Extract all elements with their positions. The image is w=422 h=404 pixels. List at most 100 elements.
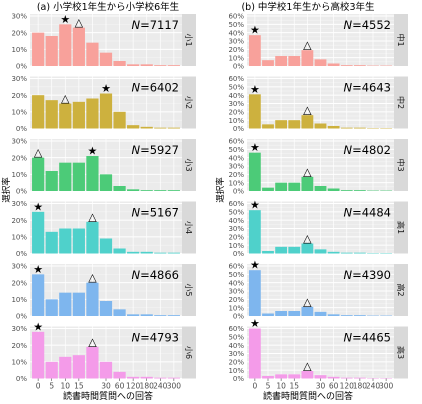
x-tick-label: 5 [49, 382, 54, 391]
star-marker: ★ [33, 263, 43, 276]
bar [127, 64, 140, 66]
bar [99, 93, 113, 129]
x-tick-label: 0 [252, 382, 257, 391]
triangle-marker: △ [303, 165, 312, 178]
star-marker: ★ [33, 200, 43, 213]
panel: 0% 10% 20% 30% ★ △ N=4793 小6 [11, 320, 196, 383]
bar [262, 187, 274, 191]
y-tick-label: 20% [11, 154, 27, 162]
bar [167, 252, 180, 254]
y-tick-label: 30% [228, 100, 244, 108]
n-label: N=5927 [131, 143, 179, 157]
y-tick-label: 0% [233, 375, 244, 383]
bar [113, 61, 126, 66]
right-chart-title: (b) 中学校1年生から高校3年生 [241, 1, 375, 13]
bar [32, 331, 45, 379]
bar [301, 50, 314, 66]
y-tick-label: 0% [233, 188, 244, 196]
right-x-axis-label: 読書時間質問への回答 [263, 390, 353, 402]
y-tick-label: 60% [228, 138, 244, 146]
y-tick-label: 30% [11, 263, 27, 271]
y-tick-label: 20% [228, 358, 244, 366]
bar [262, 124, 274, 129]
y-tick-label: 30% [11, 325, 27, 333]
bar [99, 238, 113, 254]
x-tick-label: 10 [61, 382, 71, 391]
facet-label: 高2 [396, 283, 406, 296]
panel: 0%10%20%30%40%50%60% ★ △ N=4643 中2 [228, 75, 408, 133]
x-tick-label: 60 [329, 382, 339, 391]
bar [154, 315, 167, 316]
bar [167, 377, 180, 379]
panel: 0%10%20%30%40%50%60% ★ △ N=4390 高2 [228, 259, 408, 321]
bar [154, 127, 167, 129]
bar [340, 377, 353, 379]
star-marker: ★ [250, 141, 260, 154]
facet-label: 高3 [396, 346, 406, 359]
y-tick-label: 30% [11, 75, 27, 83]
y-tick-label: 20% [228, 46, 244, 54]
star-marker: ★ [250, 83, 260, 96]
bar [353, 315, 366, 316]
facet-label: 中3 [396, 158, 406, 171]
facet-label: 高1 [396, 221, 406, 234]
bar [140, 314, 153, 316]
bar [301, 115, 314, 129]
y-tick-label: 30% [11, 200, 27, 208]
y-tick-label: 20% [228, 233, 244, 241]
bar [140, 190, 153, 191]
triangle-marker: △ [88, 271, 97, 284]
y-tick-label: 40% [228, 217, 244, 225]
bar [167, 190, 180, 191]
bar [86, 98, 99, 129]
y-tick-label: 30% [228, 163, 244, 171]
y-tick-label: 60% [228, 13, 244, 21]
bar [72, 292, 85, 316]
bar [301, 371, 314, 379]
facet-strip [182, 264, 196, 316]
bar [262, 251, 274, 254]
facet-label: 小2 [184, 96, 193, 109]
panel: 0% 10% 20% 30% ★ △ N=5167 小4 [11, 200, 196, 258]
bar [327, 376, 340, 379]
facet-strip [394, 326, 408, 379]
bar [353, 190, 366, 191]
bar [72, 27, 85, 67]
y-tick-label: 0% [16, 125, 27, 133]
y-tick-label: 10% [11, 233, 27, 241]
bar [59, 356, 72, 379]
bar [45, 171, 58, 191]
y-tick-label: 50% [228, 146, 244, 154]
bar [59, 292, 72, 316]
bar [288, 246, 301, 254]
bar [113, 309, 126, 316]
bar [248, 94, 261, 129]
facet-label: 小6 [184, 346, 193, 359]
bar [113, 371, 126, 379]
triangle-marker: △ [88, 335, 97, 348]
bar [327, 188, 340, 191]
panel: 0%10%20%30%40%50%60% ★ △ N=4802 中3 [228, 138, 408, 196]
bar [262, 313, 274, 316]
bar [45, 361, 58, 379]
panel: 0%10%20%30%40%50%60% ★ △ N=4465 高3 [228, 317, 408, 383]
y-tick-label: 30% [228, 288, 244, 296]
y-tick-label: 10% [228, 367, 244, 375]
x-tick-label: 240 [153, 382, 168, 391]
star-marker: ★ [250, 317, 260, 330]
bar [353, 127, 366, 129]
y-tick-label: 50% [228, 271, 244, 279]
x-tick-label: 120 [126, 382, 141, 391]
n-label: N=5167 [131, 206, 179, 220]
bar [113, 186, 126, 191]
bar [113, 248, 126, 254]
bar [288, 311, 301, 316]
n-label: N=4866 [131, 268, 179, 282]
bar [127, 314, 140, 316]
y-tick-label: 0% [233, 63, 244, 71]
bar [314, 123, 327, 129]
triangle-marker: △ [303, 360, 312, 373]
y-tick-label: 20% [228, 296, 244, 304]
facet-strip [394, 14, 408, 66]
y-tick-label: 30% [228, 225, 244, 233]
